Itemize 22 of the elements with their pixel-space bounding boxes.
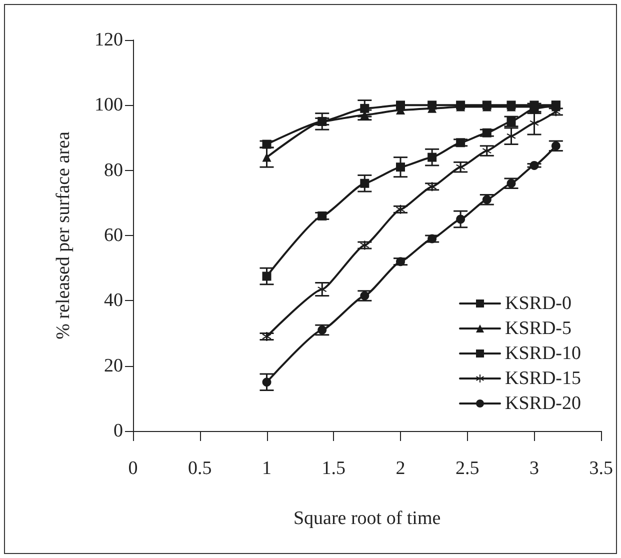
y-tick-label: 40 [104, 290, 123, 312]
x-axis-title: Square root of time [293, 508, 441, 529]
x-tick-label: 0 [128, 458, 138, 479]
x-tick-label: 2.5 [456, 458, 480, 479]
y-tick-label: 20 [104, 355, 123, 376]
y-tick-label: 60 [104, 225, 123, 246]
x-tick-label: 1.5 [322, 458, 346, 479]
y-tick-label: 0 [114, 420, 123, 442]
legend-label: KSRD-10 [504, 343, 582, 364]
legend-label: KSRD-15 [504, 368, 582, 389]
y-tick-label: 80 [104, 160, 123, 181]
x-tick-label: 3 [530, 458, 539, 479]
x-tick-label: 3.5 [589, 458, 613, 479]
y-tick-label: 120 [94, 30, 123, 50]
legend-label: KSRD-5 [504, 318, 572, 339]
x-tick-label: 0.5 [188, 458, 212, 479]
y-tick-label: 100 [94, 94, 123, 116]
legend-label: KSRD-0 [504, 293, 572, 314]
y-axis-title: % released per surface area [53, 131, 74, 340]
x-tick-label: 1 [262, 458, 272, 479]
x-tick-label: 2 [396, 458, 406, 479]
legend-label: KSRD-20 [504, 393, 582, 414]
